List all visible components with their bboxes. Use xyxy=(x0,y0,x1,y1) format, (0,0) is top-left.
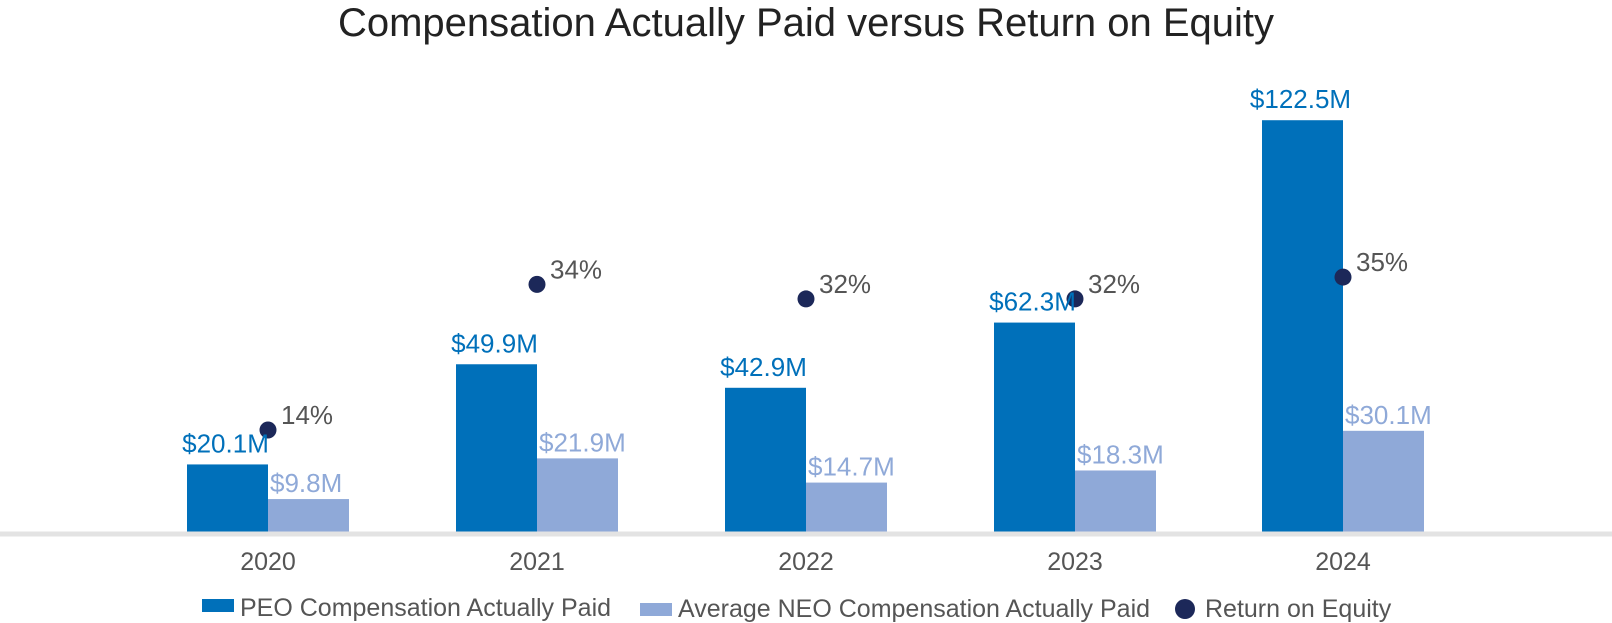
bar-peo-2024 xyxy=(1262,120,1343,532)
bar-peo-2023 xyxy=(994,322,1075,532)
roe-marker-2020 xyxy=(259,421,277,439)
bar-neo-2021 xyxy=(537,458,618,532)
bar-neo-2023 xyxy=(1075,470,1156,532)
bars-layer xyxy=(187,120,1424,532)
data-label-peo-2022: $42.9M xyxy=(720,352,807,382)
roe-label-2023: 32% xyxy=(1088,269,1140,299)
roe-label-2020: 14% xyxy=(281,400,333,430)
legend-swatch-neo xyxy=(640,603,672,616)
data-label-neo-2024: $30.1M xyxy=(1345,400,1432,430)
data-label-neo-2021: $21.9M xyxy=(539,427,626,457)
bar-peo-2020 xyxy=(187,464,268,532)
data-label-peo-2020: $20.1M xyxy=(182,428,269,458)
bar-peo-2022 xyxy=(725,387,806,532)
bar-neo-2024 xyxy=(1343,430,1424,532)
roe-marker-2021 xyxy=(528,275,546,293)
data-label-peo-2021: $49.9M xyxy=(451,328,538,358)
roe-marker-2023 xyxy=(1066,290,1084,308)
bar-neo-2022 xyxy=(806,482,887,532)
legend-label-roe: Return on Equity xyxy=(1205,595,1392,623)
bar-neo-2020 xyxy=(268,499,349,532)
data-label-neo-2020: $9.8M xyxy=(270,468,342,498)
x-tick-labels: 2020 2021 2022 2023 2024 xyxy=(240,548,1371,576)
roe-marker-2022 xyxy=(797,290,815,308)
x-tick-label-2021: 2021 xyxy=(509,548,565,576)
labels-layer: $20.1M$9.8M 14% $49.9M $21.9M 34% $42.9M $14.7… xyxy=(182,84,1432,498)
data-label-peo-2023: $62.3M xyxy=(989,287,1076,317)
data-label-peo-2024: $122.5M xyxy=(1250,84,1351,114)
x-tick-label-2023: 2023 xyxy=(1047,548,1103,576)
x-tick-label-2024: 2024 xyxy=(1315,548,1371,576)
roe-label-2024: 35% xyxy=(1356,247,1408,277)
data-label-neo-2023: $18.3M xyxy=(1077,439,1164,469)
legend-marker-roe xyxy=(1175,599,1195,619)
legend-swatch-peo xyxy=(202,599,234,612)
roe-label-2022: 32% xyxy=(819,269,871,299)
data-label-neo-2022: $14.7M xyxy=(808,452,895,482)
roe-markers-layer xyxy=(259,268,1352,439)
bar-peo-2021 xyxy=(456,364,537,532)
chart-title: Compensation Actually Paid versus Return… xyxy=(338,1,1274,45)
roe-label-2021: 34% xyxy=(550,254,602,284)
legend-label-peo: PEO Compensation Actually Paid xyxy=(240,594,611,622)
legend-label-neo: Average NEO Compensation Actually Paid xyxy=(678,595,1150,623)
legend: PEO Compensation Actually Paid Average N… xyxy=(202,594,1392,623)
roe-marker-2024 xyxy=(1334,268,1352,286)
x-tick-label-2022: 2022 xyxy=(778,548,834,576)
x-tick-label-2020: 2020 xyxy=(240,548,296,576)
